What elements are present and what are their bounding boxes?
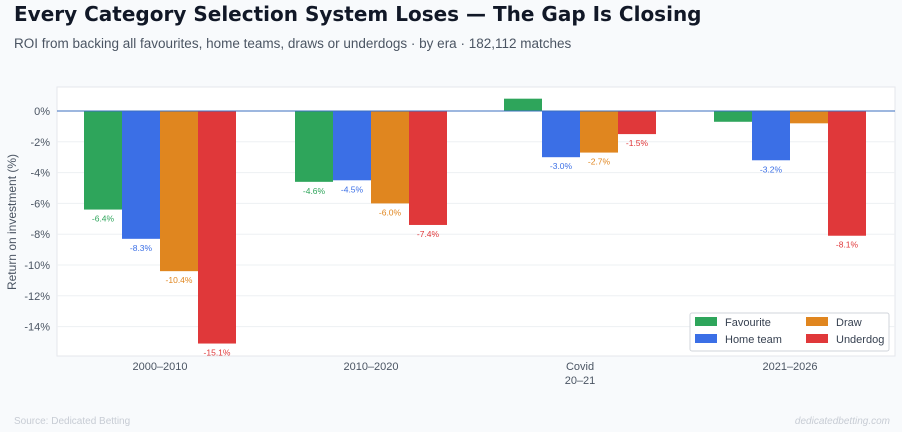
y-tick-label: -10% (24, 260, 50, 272)
x-axis-ticks: 2000–2010 2010–2020 Covid 20–21 2021–2026 (132, 361, 817, 387)
chart-subtitle: ROI from backing all favourites, home te… (14, 36, 572, 51)
data-label: -6.4% (92, 214, 115, 224)
legend-swatch (695, 317, 717, 326)
data-label: -4.6% (303, 186, 326, 196)
y-axis-ticks: 0% -2% -4% -6% -8% -10% -12% -14% (24, 106, 50, 334)
y-tick-label: -2% (30, 137, 50, 149)
x-tick-label: Covid (566, 361, 594, 373)
y-axis-label: Return on investment (%) (5, 154, 19, 290)
y-tick-label: -4% (30, 168, 50, 180)
legend-swatch (806, 317, 828, 326)
data-label: -4.5% (341, 184, 364, 194)
bar (542, 111, 580, 158)
legend-box (689, 312, 890, 352)
chart-title: Every Category Selection System Loses — … (14, 2, 702, 26)
bar (790, 111, 828, 124)
legend-swatch (695, 334, 717, 343)
bar (122, 111, 160, 239)
data-label: -3.0% (550, 161, 573, 171)
data-label: -10.4% (166, 275, 193, 285)
bar (333, 111, 371, 181)
legend-label: Favourite (725, 317, 771, 329)
data-label: -8.3% (130, 243, 153, 253)
bar (198, 111, 236, 344)
y-tick-label: -14% (24, 322, 50, 334)
legend-swatch (806, 334, 828, 343)
brand-watermark: dedicatedbetting.com (794, 416, 890, 427)
legend-label: Draw (836, 317, 862, 329)
data-label: -1.5% (626, 138, 649, 148)
x-tick-label: 2010–2020 (343, 361, 398, 373)
legend-label: Home team (725, 334, 782, 346)
bar (752, 111, 790, 161)
legend: Favourite Draw Home team Underdog (689, 312, 890, 352)
data-label: -6.0% (379, 207, 402, 217)
y-tick-label: -6% (30, 198, 50, 210)
bar (828, 111, 866, 236)
x-tick-label: 20–21 (565, 375, 596, 387)
bar (580, 111, 618, 153)
data-labels: -6.4% -4.6% -8.3% -4.5% -3.0% -3.2% -10.4% -6.0… (92, 138, 859, 357)
source-note: Source: Dedicated Betting (14, 416, 131, 427)
bar (160, 111, 198, 272)
bar (618, 111, 656, 135)
bar (371, 111, 409, 204)
bar (714, 111, 752, 122)
x-tick-label: 2021–2026 (762, 361, 817, 373)
bars (84, 98, 866, 344)
bar (504, 98, 542, 111)
data-label: -15.1% (204, 348, 231, 358)
data-label: -7.4% (417, 229, 440, 239)
x-tick-label: 2000–2010 (132, 361, 187, 373)
y-tick-label: -8% (30, 229, 50, 241)
data-label: -2.7% (588, 157, 611, 167)
bar (295, 111, 333, 182)
legend-label: Underdog (836, 334, 884, 346)
y-tick-label: -12% (24, 291, 50, 303)
y-tick-label: 0% (34, 106, 50, 118)
bar (84, 111, 122, 210)
bar (409, 111, 447, 225)
data-label: -3.2% (760, 164, 783, 174)
data-label: -8.1% (836, 240, 859, 250)
